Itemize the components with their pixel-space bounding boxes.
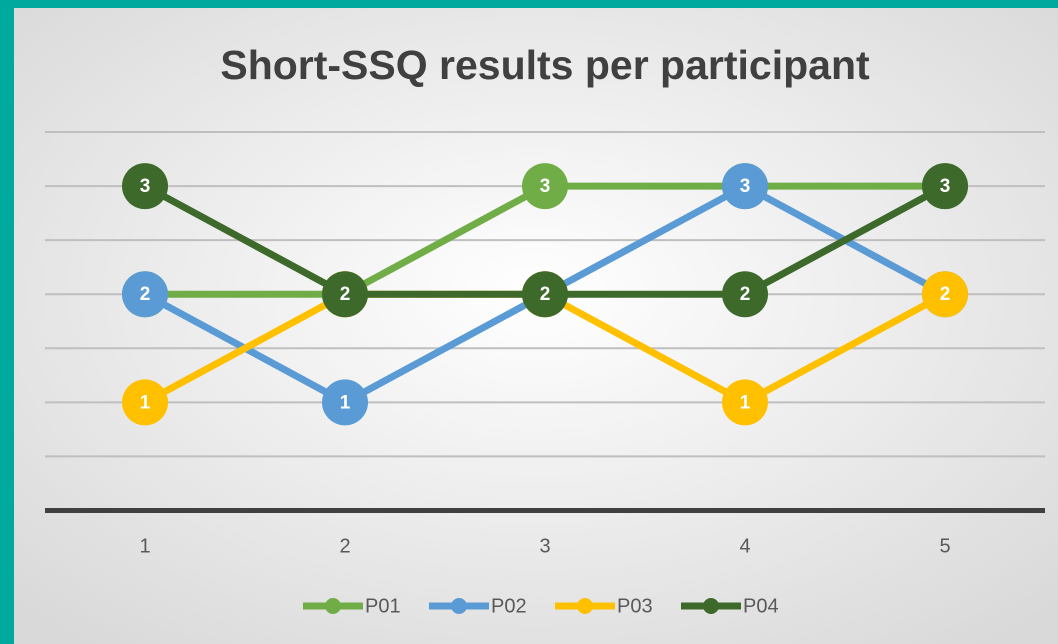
series: 3 2 2 2 3 [122,163,968,318]
chart-area [14,8,1058,644]
data-label: 3 [140,176,151,197]
marker [122,271,168,318]
marker [122,379,168,426]
legend-label: P03 [617,595,653,617]
legend-label: P02 [491,595,527,617]
marker [322,271,368,318]
data-label: 2 [140,284,151,305]
data-label: 1 [740,392,751,413]
x-tick-label: 3 [539,535,550,557]
marker [722,163,768,210]
data-label: 2 [940,284,951,305]
legend-label: P04 [743,595,779,617]
legend-label: P01 [365,595,401,617]
x-tick-label: 5 [939,535,950,557]
data-label: 1 [340,392,351,413]
data-label: 3 [540,176,551,197]
legend-swatch-marker [577,598,593,614]
data-label: 2 [740,284,751,305]
data-label: 3 [740,176,751,197]
chart-title: Short-SSQ results per participant [220,42,870,88]
marker [122,163,168,210]
marker [722,379,768,426]
x-tick-label: 4 [739,535,750,557]
x-tick-label: 1 [139,535,150,557]
data-label: 2 [540,284,551,305]
legend-swatch-marker [325,598,341,614]
marker [322,379,368,426]
data-label: 2 [340,284,351,305]
data-label: 3 [940,176,951,197]
legend-swatch-marker [703,598,719,614]
x-tick-label: 2 [339,535,350,557]
marker [922,271,968,318]
marker [922,163,968,210]
legend-swatch-marker [451,598,467,614]
marker [522,163,568,210]
marker [522,271,568,318]
data-label: 1 [140,392,151,413]
marker [722,271,768,318]
